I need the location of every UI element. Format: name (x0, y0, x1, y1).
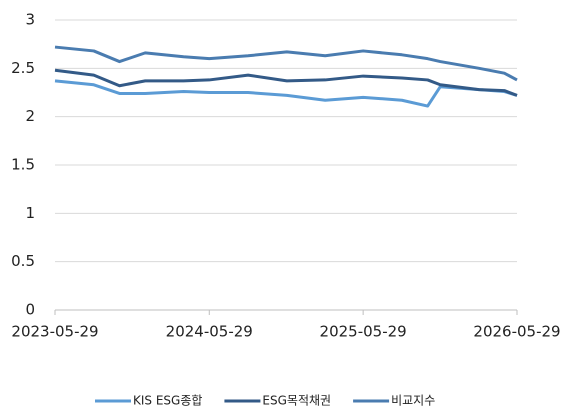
x-tick-label: 2023-05-29 (11, 323, 98, 341)
x-tick-label: 2024-05-29 (166, 323, 253, 341)
y-tick-label: 2.5 (11, 59, 35, 77)
legend-label: 비교지수 (391, 394, 435, 408)
x-tick-label: 2026-05-29 (473, 323, 560, 341)
legend-label: ESG목적채권 (262, 394, 331, 408)
y-tick-label: 3 (25, 11, 35, 29)
y-tick-label: 1.5 (11, 156, 35, 174)
legend-label: KIS ESG종합 (133, 394, 202, 408)
series-line (54, 68, 518, 97)
y-tick-label: 0 (25, 301, 35, 319)
series-line (54, 45, 518, 82)
y-tick-label: 0.5 (11, 252, 35, 270)
x-tick-label: 2025-05-29 (320, 323, 407, 341)
y-tick-label: 2 (25, 107, 35, 125)
y-tick-label: 1 (25, 204, 35, 222)
